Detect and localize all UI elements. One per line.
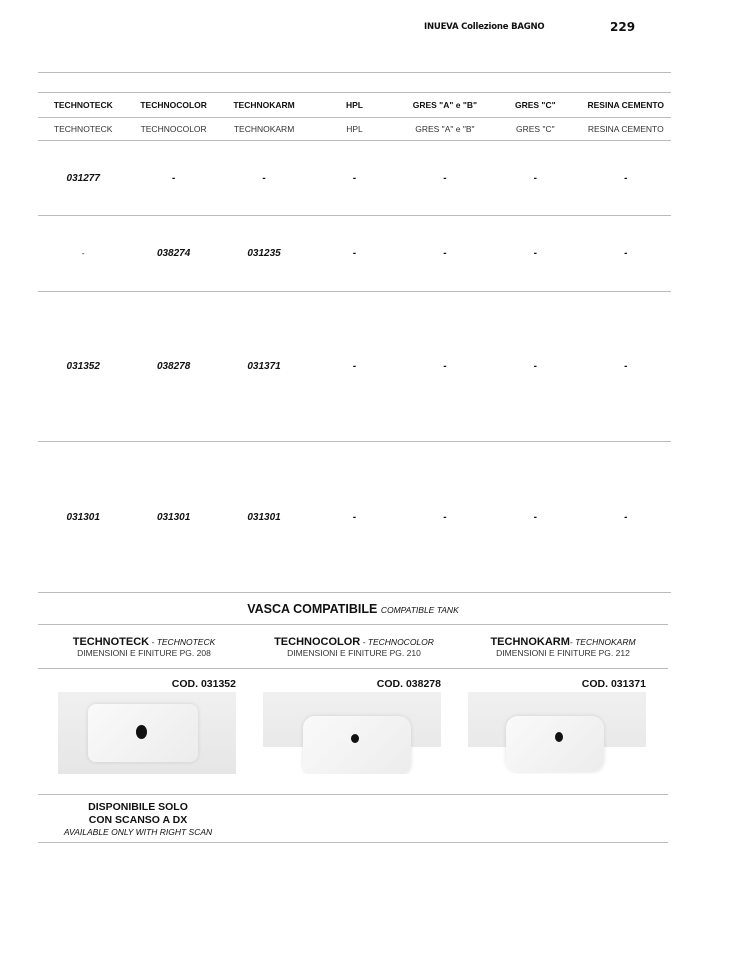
col-header: GRES "A" e "B" [399, 92, 491, 118]
divider [38, 72, 671, 73]
title-en: COMPATIBLE TANK [380, 605, 459, 615]
col-header: TECHNOKARM [218, 92, 310, 118]
col-header: GRES "C" [490, 92, 581, 118]
note-en: AVAILABLE ONLY WITH RIGHT SCAN [63, 827, 213, 837]
page-number: 229 [610, 20, 636, 34]
table-row: 031301 031301 031301- - - - [38, 441, 671, 593]
separator: - [149, 637, 157, 647]
cell: - [309, 140, 400, 216]
table-row: 031352 038278 031371- - - - [38, 291, 671, 442]
cell: 031352 [38, 291, 129, 442]
note-line: DISPONIBILE SOLO [88, 801, 188, 813]
cell: - [309, 441, 400, 593]
tank-name-en: TECHNOCOLOR [367, 637, 434, 647]
cell: 031301 [218, 441, 310, 593]
cell: - [309, 291, 400, 442]
col-subheader: GRES "C" [490, 117, 581, 141]
availability-note: DISPONIBILE SOLO CON SCANSO A DX AVAILAB… [38, 801, 238, 837]
col-subheader: TECHNOKARM [218, 117, 310, 141]
cell: 031301 [38, 441, 129, 593]
header-row: TECHNOTECK TECHNOCOLOR TECHNOKARM HPL GR… [38, 92, 671, 118]
cell: 038274 [128, 215, 219, 292]
cell: - [38, 215, 129, 292]
cell: - [580, 291, 671, 442]
cell: 038278 [128, 291, 219, 442]
tank-name: TECHNOTECK [72, 636, 150, 648]
cell: - [490, 441, 581, 593]
cell: 031235 [218, 215, 310, 292]
product-code: COD. 031352 [171, 678, 236, 690]
separator: - [360, 637, 368, 647]
tank-name-en: TECHNOKARM [575, 637, 636, 647]
cell: - [309, 215, 400, 292]
table-row: -038274 031235- - - - [38, 215, 671, 292]
section-title: VASCA COMPATIBILE COMPATIBLE TANK [38, 602, 668, 616]
divider [38, 668, 668, 669]
cell: 031277 [38, 140, 129, 216]
tank-image-technoteck [58, 692, 236, 774]
col-subheader: TECHNOTECK [38, 117, 129, 141]
col-header: TECHNOCOLOR [128, 92, 219, 118]
cell: - [580, 215, 671, 292]
tank-column-technoteck: TECHNOTECK - TECHNOTECK DIMENSIONI E FIN… [44, 636, 244, 658]
cell: 031371 [218, 291, 310, 442]
col-subheader: TECHNOCOLOR [128, 117, 219, 141]
cell: - [490, 215, 581, 292]
cell: - [490, 140, 581, 216]
dims-ref: DIMENSIONI E FINITURE PG. 210 [287, 648, 421, 658]
divider [38, 842, 668, 843]
col-header: RESINA CEMENTO [580, 92, 671, 118]
cell: - [218, 140, 310, 216]
cell: - [399, 441, 491, 593]
table-row: 031277- - - - - - [38, 140, 671, 216]
note-line: CON SCANSO A DX [88, 814, 188, 826]
cell: - [490, 291, 581, 442]
divider [38, 624, 668, 625]
tank-column-technokarm: TECHNOKARM- TECHNOKARM DIMENSIONI E FINI… [463, 636, 663, 658]
dims-ref: DIMENSIONI E FINITURE PG. 212 [496, 648, 630, 658]
cell: - [128, 140, 219, 216]
tank-name: TECHNOKARM [490, 636, 570, 648]
product-code: COD. 038278 [376, 678, 441, 690]
cell: 031301 [128, 441, 219, 593]
title-it: VASCA COMPATIBILE [247, 602, 378, 616]
cell: - [399, 291, 491, 442]
finish-code-table: TECHNOTECK TECHNOCOLOR TECHNOKARM HPL GR… [38, 92, 671, 593]
col-header: HPL [309, 92, 400, 118]
cell: - [580, 140, 671, 216]
col-header: TECHNOTECK [38, 92, 129, 118]
col-subheader: RESINA CEMENTO [580, 117, 671, 141]
tank-image-technokarm [468, 692, 646, 774]
tank-name-en: TECHNOTECK [156, 637, 216, 647]
cell: - [399, 215, 491, 292]
tank-column-technocolor: TECHNOCOLOR - TECHNOCOLOR DIMENSIONI E F… [254, 636, 454, 658]
product-code: COD. 031371 [581, 678, 646, 690]
divider [38, 794, 668, 795]
tank-image-technocolor [263, 692, 441, 774]
tank-name: TECHNOCOLOR [274, 636, 361, 648]
col-subheader: HPL [309, 117, 400, 141]
dims-ref: DIMENSIONI E FINITURE PG. 208 [77, 648, 211, 658]
col-subheader: GRES "A" e "B" [399, 117, 491, 141]
running-header: INUEVA Collezione BAGNO [424, 22, 545, 32]
separator: - [569, 637, 576, 647]
cell: - [399, 140, 491, 216]
cell: - [580, 441, 671, 593]
subheader-row: TECHNOTECK TECHNOCOLOR TECHNOKARM HPL GR… [38, 117, 671, 141]
